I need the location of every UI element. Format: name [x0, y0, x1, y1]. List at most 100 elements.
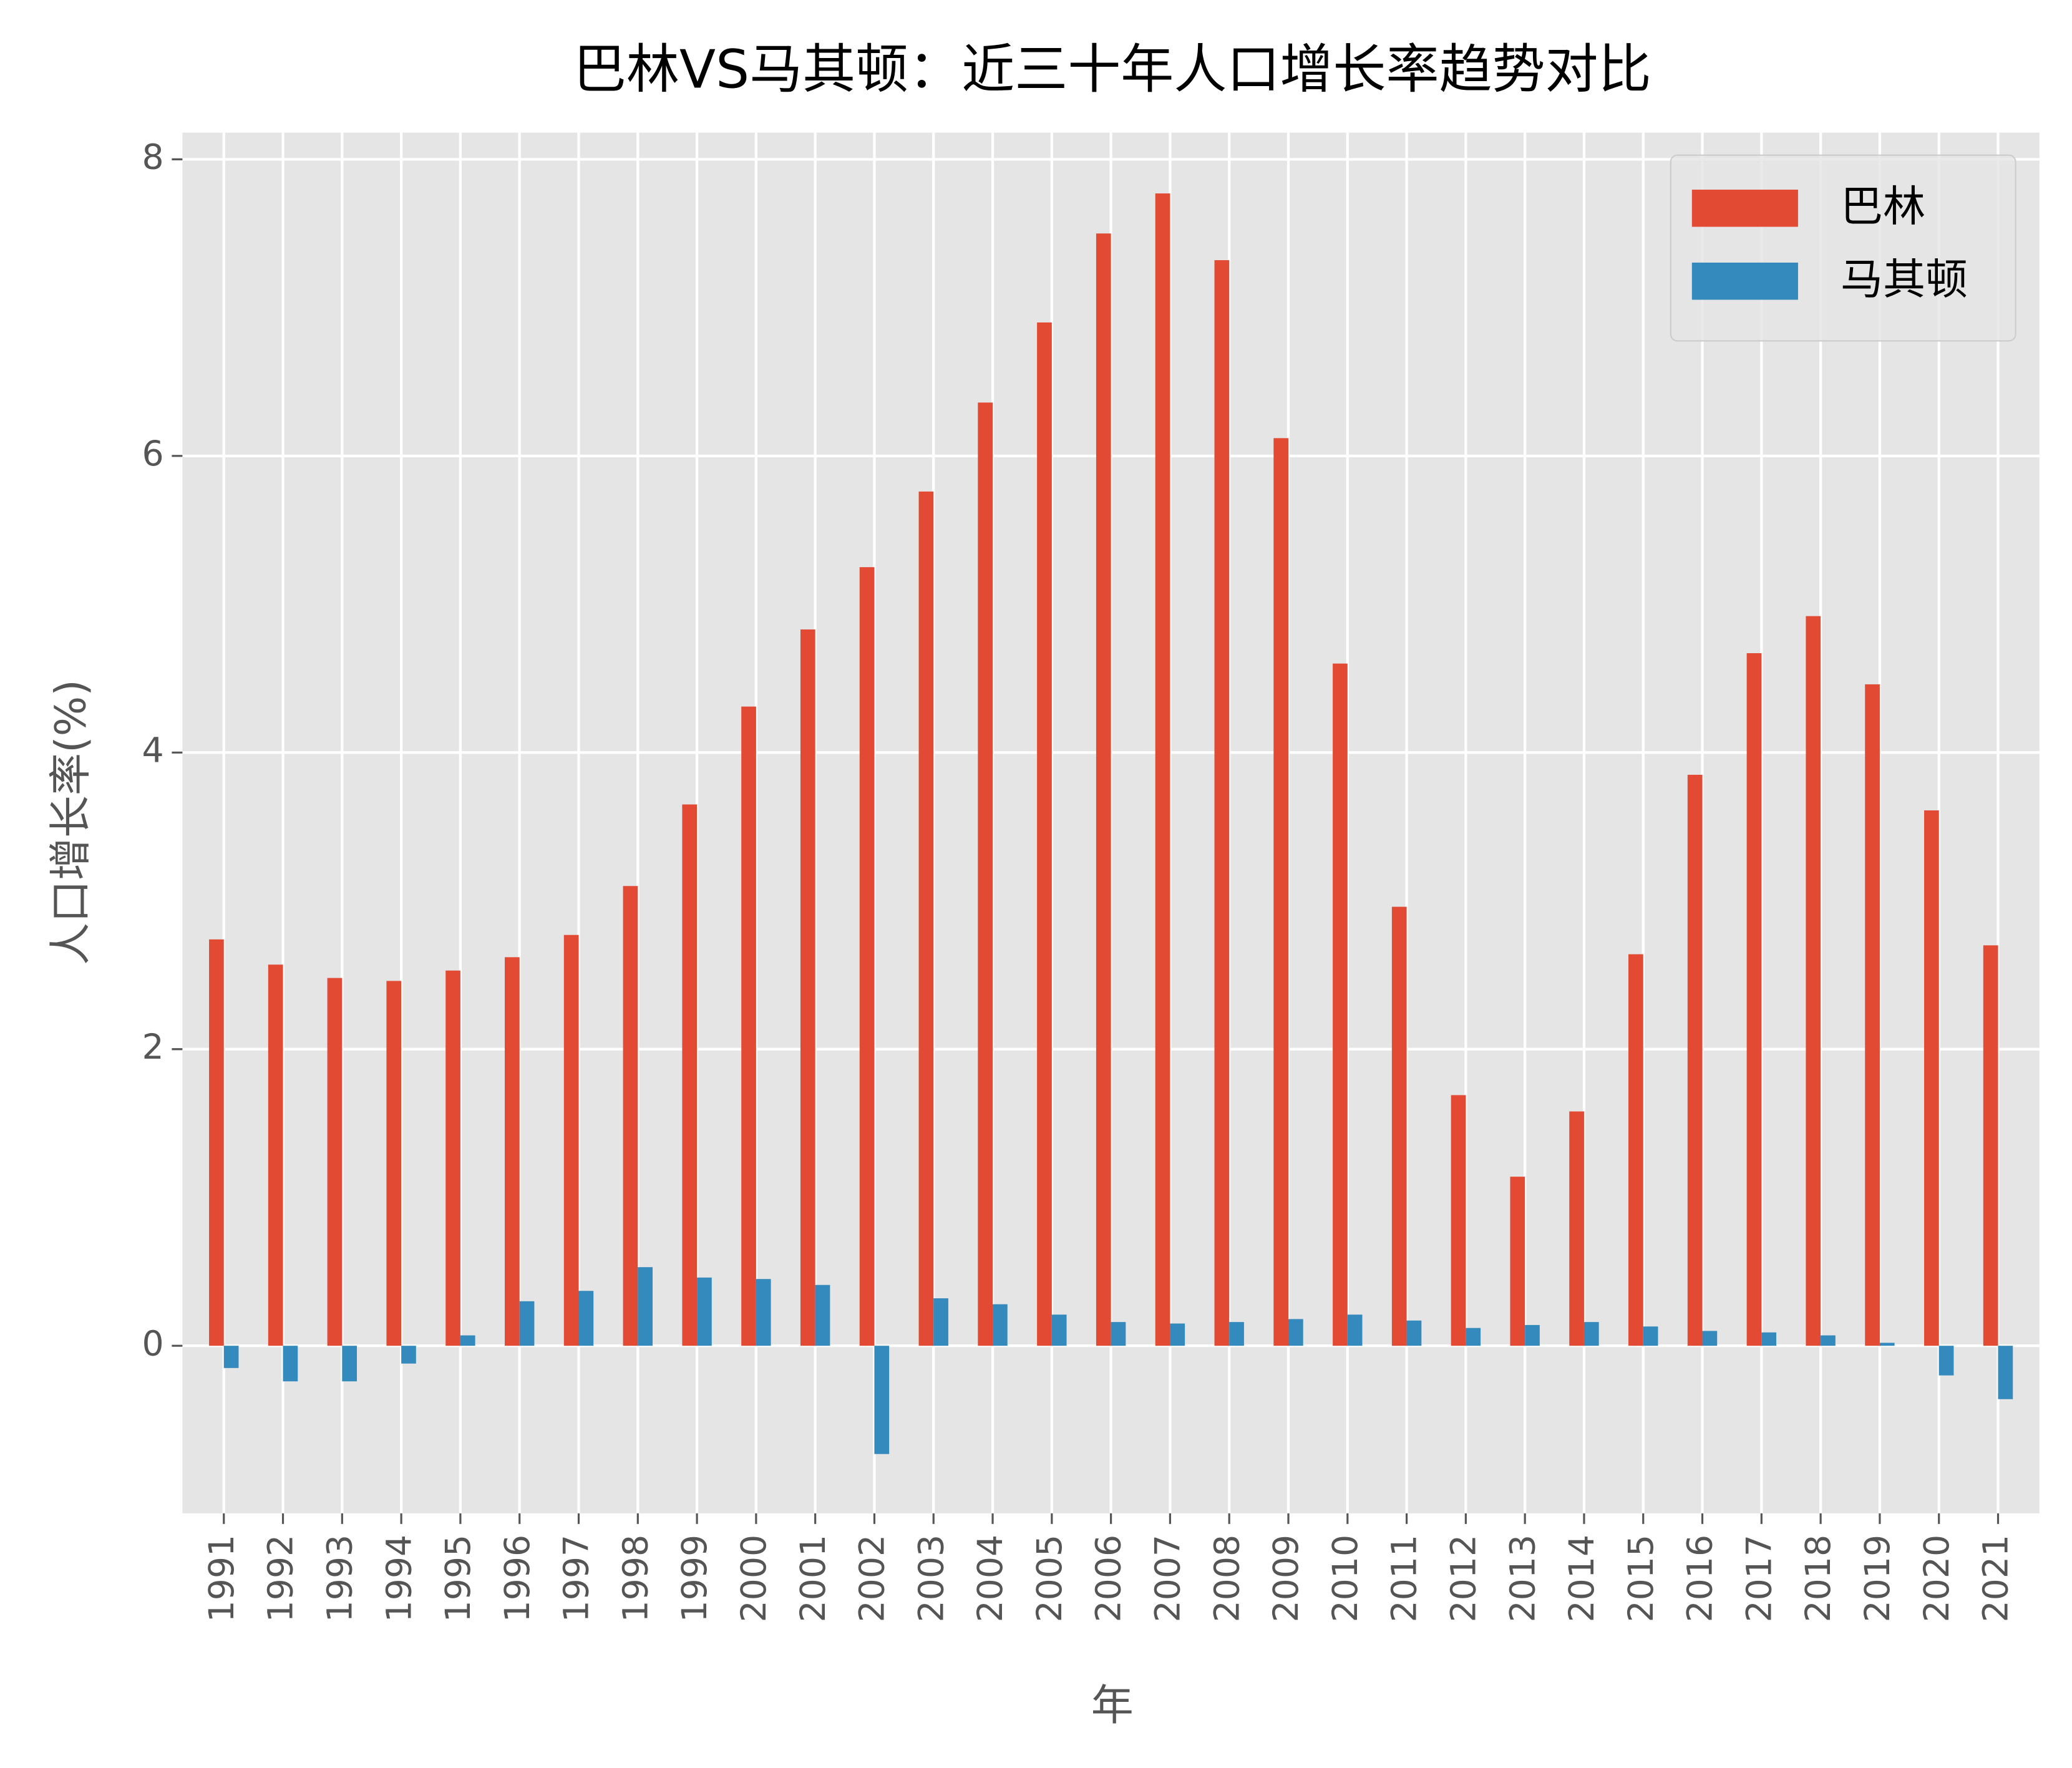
bar	[1938, 1346, 1954, 1376]
x-tick-label: 2014	[1562, 1535, 1602, 1623]
bar	[697, 1277, 712, 1346]
x-tick-label: 2015	[1622, 1535, 1661, 1623]
bar	[1583, 1322, 1599, 1346]
bar	[1155, 193, 1170, 1346]
bar	[1229, 1322, 1244, 1346]
x-tick-label: 2005	[1030, 1535, 1070, 1623]
bar	[1451, 1095, 1466, 1346]
bar	[401, 1346, 416, 1364]
bar	[1111, 1322, 1126, 1346]
bar	[1096, 233, 1111, 1346]
bar	[1051, 1314, 1067, 1346]
legend-label: 巴林	[1841, 182, 1925, 231]
y-tick-label: 8	[142, 138, 163, 178]
bar	[1037, 322, 1052, 1346]
x-tick-label: 1997	[557, 1535, 597, 1623]
chart-title: 巴林VS马其顿：近三十年人口增长率趋势对比	[573, 39, 1651, 100]
x-tick-label: 1992	[261, 1535, 301, 1623]
y-tick-label: 2	[142, 1027, 163, 1067]
x-tick-label: 2000	[734, 1535, 774, 1623]
x-axis-label: 年	[1091, 1681, 1134, 1731]
bar	[1214, 260, 1230, 1346]
x-tick-label: 2010	[1326, 1535, 1366, 1623]
bar	[1687, 774, 1703, 1346]
bar	[1998, 1346, 2013, 1399]
x-tick-label: 2002	[853, 1535, 893, 1623]
x-tick-label: 2021	[1977, 1535, 2016, 1623]
bar	[209, 939, 224, 1346]
bar	[682, 804, 698, 1346]
bar	[223, 1346, 239, 1368]
x-tick-label: 1991	[202, 1535, 242, 1623]
legend-label: 马其顿	[1841, 255, 1968, 304]
bar	[1391, 906, 1407, 1346]
legend-swatch	[1691, 190, 1798, 227]
x-tick-label: 1999	[675, 1535, 715, 1623]
bar	[1406, 1320, 1422, 1346]
x-tick-label: 2016	[1681, 1535, 1721, 1623]
x-tick-label: 1998	[616, 1535, 656, 1623]
bar	[874, 1346, 890, 1454]
bar	[1924, 810, 1939, 1346]
x-tick-label: 1995	[439, 1535, 479, 1623]
bar	[933, 1298, 948, 1346]
bar	[1879, 1343, 1895, 1346]
x-tick-label: 2001	[794, 1535, 834, 1623]
bar	[1702, 1331, 1718, 1346]
bar	[623, 886, 638, 1346]
bar	[978, 402, 993, 1346]
x-tick-label: 2017	[1739, 1535, 1779, 1623]
bar	[342, 1346, 357, 1382]
bar	[1466, 1328, 1481, 1346]
bar	[1983, 945, 1998, 1346]
bar	[800, 629, 815, 1346]
bar	[1510, 1177, 1525, 1346]
bar	[993, 1304, 1008, 1346]
bar	[1525, 1324, 1540, 1346]
bar	[1333, 663, 1348, 1346]
x-tick-label: 1996	[498, 1535, 538, 1623]
bar	[505, 957, 520, 1346]
bar	[756, 1279, 771, 1346]
bar	[519, 1301, 535, 1346]
x-tick-label: 2008	[1207, 1535, 1247, 1623]
x-tick-label: 2013	[1503, 1535, 1543, 1623]
bar	[741, 706, 756, 1346]
x-tick-label: 2018	[1799, 1535, 1839, 1623]
bar	[1569, 1111, 1584, 1346]
y-axis-label: 人口增长率(%)	[47, 679, 96, 965]
bar	[1347, 1314, 1363, 1346]
x-tick-label: 2009	[1267, 1535, 1306, 1623]
y-tick-label: 6	[142, 434, 163, 474]
bar	[268, 964, 283, 1346]
bar	[386, 981, 402, 1346]
bar	[283, 1346, 298, 1382]
x-tick-label: 2004	[971, 1535, 1011, 1623]
x-tick-label: 2011	[1385, 1535, 1425, 1623]
x-tick-label: 1994	[379, 1535, 419, 1623]
bar	[1821, 1335, 1836, 1346]
bar	[1170, 1323, 1185, 1346]
bar	[1865, 684, 1880, 1346]
bar	[327, 978, 343, 1346]
bar	[859, 567, 875, 1346]
legend-swatch	[1691, 262, 1798, 300]
bar	[1761, 1332, 1777, 1346]
x-tick-label: 2019	[1858, 1535, 1898, 1623]
bar	[1273, 438, 1288, 1346]
y-tick-label: 0	[142, 1324, 163, 1364]
bar	[638, 1267, 653, 1346]
x-tick-label: 1993	[320, 1535, 360, 1623]
y-tick-label: 4	[142, 731, 163, 770]
bar	[918, 491, 934, 1346]
x-tick-label: 2012	[1444, 1535, 1484, 1623]
bar	[1628, 954, 1643, 1346]
x-tick-label: 2003	[912, 1535, 951, 1623]
x-tick-label: 2006	[1089, 1535, 1129, 1623]
bar	[1806, 616, 1821, 1346]
bar	[1746, 653, 1762, 1346]
bar	[460, 1335, 475, 1346]
x-tick-label: 2007	[1149, 1535, 1189, 1623]
bar	[1288, 1319, 1303, 1346]
